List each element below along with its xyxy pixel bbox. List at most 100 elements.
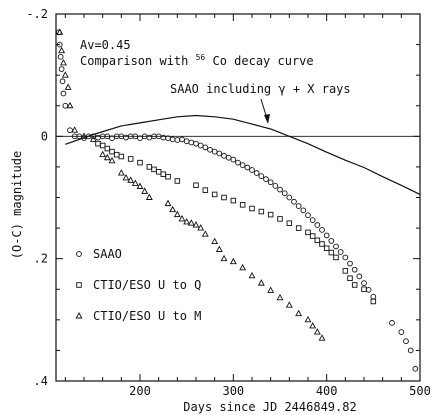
- y-axis-title: (O-C) magnitude: [10, 151, 24, 259]
- circle-point: [104, 133, 111, 140]
- circle-point: [412, 365, 419, 372]
- square-point: [118, 153, 125, 160]
- square-point: [165, 173, 171, 180]
- triangle-point: [89, 135, 97, 142]
- triangle-point: [304, 315, 312, 323]
- x-axis-title: Days since JD 2446849.82: [183, 400, 356, 414]
- square-point: [137, 159, 143, 166]
- circle-point: [59, 78, 66, 85]
- triangle-point: [211, 237, 219, 244]
- circle-point: [137, 135, 143, 142]
- square-point: [342, 268, 349, 274]
- circle-point: [323, 232, 330, 239]
- square-point: [328, 249, 335, 256]
- x-tick-label: 200: [129, 384, 151, 398]
- circle-point: [225, 154, 232, 161]
- square-point: [193, 182, 199, 189]
- circle-point: [295, 203, 302, 209]
- circle-point: [314, 222, 321, 228]
- triangle-point: [197, 224, 205, 231]
- axis-ticks: 200 300 400 500 -.2 0 .2 .4: [26, 7, 431, 398]
- av-annotation: Av=0.45: [80, 38, 131, 52]
- triangle-point: [318, 334, 326, 341]
- square-point: [295, 225, 302, 231]
- triangle-point: [136, 182, 144, 189]
- triangle-point: [285, 301, 293, 308]
- triangle-point: [80, 132, 88, 139]
- square-point: [155, 169, 162, 175]
- square-point: [221, 194, 227, 201]
- circle-point: [389, 320, 395, 326]
- legend-label: CTIO/ESO U to Q: [93, 278, 201, 292]
- legend-marker-square: [76, 282, 82, 288]
- triangle-point: [239, 263, 247, 271]
- square-point: [370, 298, 377, 305]
- circle-point: [193, 140, 199, 147]
- triangle-point: [229, 257, 237, 265]
- triangle-point: [117, 169, 125, 176]
- circle-point: [258, 173, 265, 179]
- model-curve-layer: [65, 114, 421, 195]
- square-point: [319, 241, 325, 247]
- circle-point: [95, 134, 101, 141]
- series-square: [95, 140, 377, 305]
- y-tick-label: -.2: [26, 7, 48, 21]
- square-point: [99, 142, 106, 149]
- plot-area: [55, 13, 421, 382]
- square-point: [174, 178, 181, 184]
- triangle-point: [313, 328, 321, 335]
- circle-point: [183, 138, 190, 145]
- circle-point: [277, 186, 283, 193]
- circle-point: [132, 133, 139, 140]
- curve-label: SAAO including γ + X rays: [170, 82, 351, 96]
- triangle-point: [169, 205, 177, 213]
- square-point: [104, 145, 111, 152]
- triangle-point: [164, 199, 172, 207]
- circle-point: [67, 127, 73, 134]
- comparison-suffix: Co decay curve: [212, 54, 313, 68]
- legend-marker-circle: [76, 251, 82, 257]
- circle-point: [60, 90, 67, 97]
- circle-point: [337, 249, 344, 255]
- square-point: [127, 156, 134, 162]
- circle-point: [146, 134, 153, 141]
- y-tick-label: .2: [34, 252, 48, 266]
- square-point: [230, 197, 237, 204]
- circle-point: [221, 153, 227, 159]
- circle-point: [235, 159, 241, 166]
- triangle-point: [183, 218, 191, 225]
- legend: SAAO CTIO/ESO U to Q CTIO/ESO U to M: [75, 247, 201, 323]
- triangle-point: [248, 271, 256, 279]
- circle-point: [263, 176, 269, 183]
- square-point: [323, 245, 330, 252]
- triangle-point: [257, 279, 265, 286]
- circle-point: [58, 66, 65, 72]
- triangle-point: [127, 176, 135, 183]
- square-point: [249, 205, 255, 212]
- square-point: [347, 275, 353, 281]
- circle-point: [398, 329, 405, 335]
- triangle-point: [220, 254, 228, 262]
- circle-point: [169, 136, 176, 143]
- series-circle: [55, 29, 419, 372]
- circle-point: [216, 150, 223, 157]
- triangle-point: [215, 245, 223, 252]
- square-point: [151, 166, 157, 173]
- comparison-annotation: Comparison with 56 Co decay curve: [80, 49, 314, 68]
- circle-point: [342, 254, 349, 261]
- circle-point: [123, 134, 129, 141]
- square-point: [267, 211, 274, 218]
- legend-marker-triangle: [75, 312, 83, 319]
- triangle-point: [145, 193, 153, 200]
- circle-point: [407, 347, 414, 354]
- circle-point: [328, 238, 335, 244]
- square-point: [286, 220, 293, 226]
- circle-point: [361, 280, 367, 286]
- square-point: [113, 151, 120, 158]
- circle-point: [109, 135, 115, 142]
- square-point: [361, 286, 367, 293]
- circle-point: [403, 338, 409, 345]
- x-tick-label: 500: [409, 384, 431, 398]
- triangle-point: [56, 28, 64, 35]
